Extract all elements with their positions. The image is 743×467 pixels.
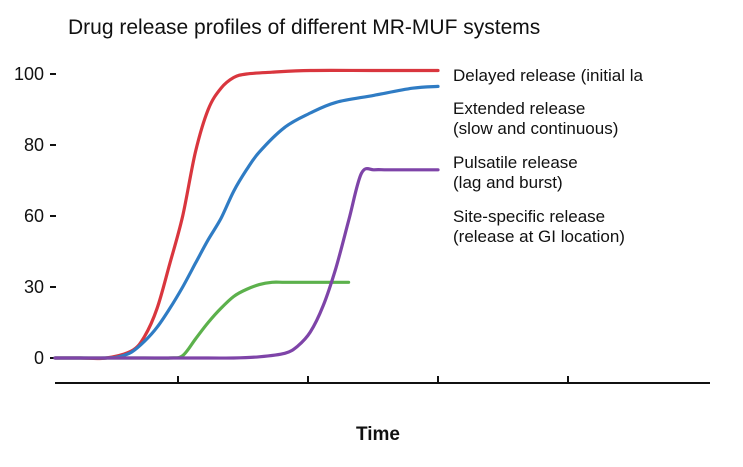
y-tick-label: 30 bbox=[24, 277, 44, 297]
series-lines bbox=[53, 68, 440, 361]
chart-title: Drug release profiles of different MR-MU… bbox=[68, 16, 540, 39]
legend: Delayed release (initial la Extended rel… bbox=[453, 66, 643, 246]
series-line-pulsatile bbox=[53, 167, 440, 360]
legend-pulsatile-line1: Pulsatile release bbox=[453, 153, 578, 172]
legend-site-specific-line1: Site-specific release bbox=[453, 207, 605, 226]
legend-extended-line2: (slow and continuous) bbox=[453, 119, 618, 138]
y-tick-label: 80 bbox=[24, 135, 44, 155]
series-line-delayed bbox=[53, 68, 440, 361]
legend-extended-line1: Extended release bbox=[453, 99, 585, 118]
legend-delayed-line1: Delayed release (initial la bbox=[453, 66, 643, 85]
x-axis-label: Time bbox=[356, 424, 400, 445]
legend-pulsatile-line2: (lag and burst) bbox=[453, 173, 563, 192]
y-tick-label: 60 bbox=[24, 206, 44, 226]
legend-site-specific-line2: (release at GI location) bbox=[453, 227, 625, 246]
y-tick-label: 0 bbox=[34, 348, 44, 368]
series-line-extended bbox=[53, 84, 440, 360]
series-line-site-specific bbox=[53, 280, 351, 360]
y-axis-ticks: 100 80 60 30 0 bbox=[14, 64, 56, 368]
y-tick-label: 100 bbox=[14, 64, 44, 84]
